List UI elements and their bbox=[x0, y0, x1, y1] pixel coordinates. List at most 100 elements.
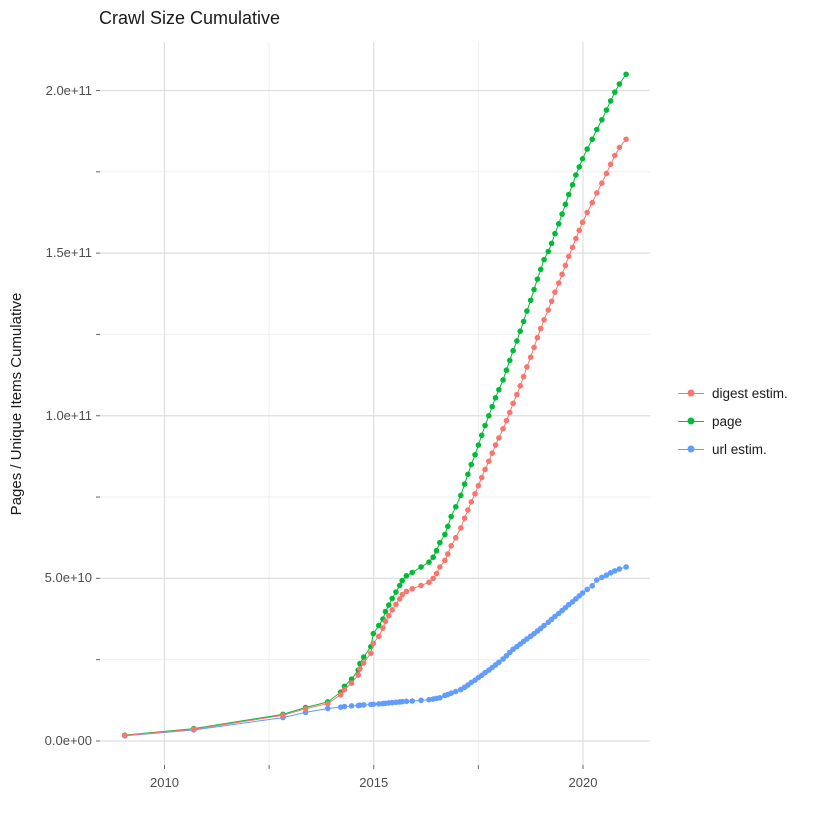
data-point-page bbox=[524, 308, 530, 314]
data-point-page bbox=[348, 676, 355, 683]
data-point-digest-estim bbox=[548, 298, 555, 305]
data-point-digest-estim bbox=[348, 680, 355, 686]
data-point-digest-estim bbox=[445, 551, 451, 557]
y-tick-label: 1.0e+11 bbox=[45, 407, 92, 423]
data-point-digest-estim bbox=[500, 425, 506, 432]
data-point-page bbox=[616, 81, 623, 87]
data-point-page bbox=[503, 367, 510, 374]
data-point-page bbox=[603, 107, 610, 113]
data-point-page bbox=[370, 630, 377, 637]
data-point-digest-estim bbox=[465, 507, 471, 513]
data-point-url-estim bbox=[599, 574, 605, 581]
x-tick-label: 2010 bbox=[150, 775, 179, 790]
data-point-digest-estim bbox=[584, 209, 590, 216]
data-point-page bbox=[472, 451, 478, 458]
data-point-url-estim bbox=[594, 577, 600, 583]
data-point-url-estim bbox=[565, 601, 572, 608]
legend-label-page: page bbox=[712, 413, 743, 429]
data-point-digest-estim bbox=[537, 325, 544, 332]
data-point-digest-estim bbox=[382, 618, 389, 625]
data-point-digest-estim bbox=[616, 144, 623, 151]
data-point-digest-estim bbox=[534, 334, 541, 341]
data-point-page bbox=[541, 256, 547, 263]
data-point-page bbox=[545, 248, 552, 255]
data-point-digest-estim bbox=[475, 482, 482, 489]
data-point-digest-estim bbox=[520, 373, 527, 380]
data-point-page bbox=[482, 422, 488, 429]
data-point-page bbox=[517, 328, 524, 334]
data-point-digest-estim bbox=[527, 354, 534, 361]
data-point-page bbox=[552, 230, 558, 237]
data-point-url-estim bbox=[341, 703, 348, 710]
data-point-digest-estim bbox=[492, 442, 499, 448]
data-point-digest-estim bbox=[375, 633, 382, 640]
data-point-url-estim bbox=[375, 701, 382, 707]
data-point-page bbox=[623, 71, 629, 78]
data-point-digest-estim bbox=[360, 660, 367, 666]
data-point-page bbox=[527, 297, 534, 304]
data-point-digest-estim bbox=[399, 591, 406, 598]
data-point-url-estim bbox=[496, 659, 502, 666]
data-point-url-estim bbox=[370, 701, 377, 708]
data-point-digest-estim bbox=[403, 588, 410, 595]
data-point-page bbox=[565, 191, 572, 198]
legend-key-page bbox=[678, 414, 704, 428]
data-point-digest-estim bbox=[426, 579, 432, 586]
data-point-digest-estim bbox=[589, 199, 596, 206]
data-point-digest-estim bbox=[437, 564, 443, 570]
data-point-page bbox=[607, 98, 614, 104]
data-point-digest-estim bbox=[603, 170, 610, 177]
data-point-page bbox=[448, 513, 454, 520]
data-point-page bbox=[418, 564, 424, 570]
data-point-digest-estim bbox=[607, 161, 614, 168]
data-point-digest-estim bbox=[517, 383, 524, 389]
data-point-page bbox=[478, 432, 485, 439]
data-point-url-estim bbox=[399, 698, 406, 705]
data-point-digest-estim bbox=[280, 712, 286, 719]
legend-item-url-estim: url estim. bbox=[678, 435, 788, 463]
data-point-page bbox=[426, 559, 432, 565]
data-point-page bbox=[555, 221, 562, 227]
data-point-page bbox=[382, 608, 389, 615]
data-point-page bbox=[579, 156, 586, 162]
data-point-digest-estim bbox=[433, 570, 440, 577]
data-point-digest-estim bbox=[357, 665, 363, 672]
legend-point-swatch-icon bbox=[687, 389, 695, 397]
page-title: Crawl Size Cumulative bbox=[99, 8, 281, 28]
data-point-page bbox=[569, 182, 576, 188]
data-point-page bbox=[599, 116, 605, 123]
data-point-url-estim bbox=[603, 572, 610, 578]
data-point-digest-estim bbox=[510, 400, 516, 407]
data-point-digest-estim bbox=[452, 534, 459, 541]
data-point-digest-estim bbox=[472, 491, 478, 497]
data-point-page bbox=[386, 602, 392, 608]
data-point-page bbox=[430, 554, 436, 561]
data-point-digest-estim bbox=[545, 307, 552, 313]
data-point-page bbox=[399, 577, 406, 584]
data-point-url-estim bbox=[579, 590, 586, 596]
data-point-digest-estim bbox=[448, 543, 454, 549]
legend-point-swatch-icon bbox=[687, 445, 695, 453]
data-point-page bbox=[500, 377, 506, 383]
data-point-digest-estim bbox=[524, 364, 530, 370]
y-tick-label: 5.0e+10 bbox=[44, 570, 92, 586]
data-point-digest-estim bbox=[121, 732, 128, 739]
data-point-page bbox=[389, 595, 395, 602]
data-point-digest-estim bbox=[486, 458, 492, 465]
data-point-digest-estim bbox=[468, 499, 475, 505]
data-point-digest-estim bbox=[368, 650, 374, 656]
data-point-digest-estim bbox=[393, 601, 399, 608]
data-point-url-estim bbox=[607, 570, 614, 576]
data-point-digest-estim bbox=[418, 582, 424, 589]
series-line-page bbox=[124, 73, 627, 736]
y-tick-label: 2.0e+11 bbox=[45, 82, 92, 98]
data-point-page bbox=[612, 89, 618, 95]
data-point-digest-estim bbox=[380, 625, 386, 631]
data-point-url-estim bbox=[448, 690, 454, 696]
data-point-digest-estim bbox=[612, 152, 618, 159]
data-point-digest-estim bbox=[302, 706, 309, 712]
data-point-digest-estim bbox=[555, 280, 562, 286]
data-point-url-estim bbox=[409, 698, 416, 704]
data-point-page bbox=[594, 126, 600, 133]
